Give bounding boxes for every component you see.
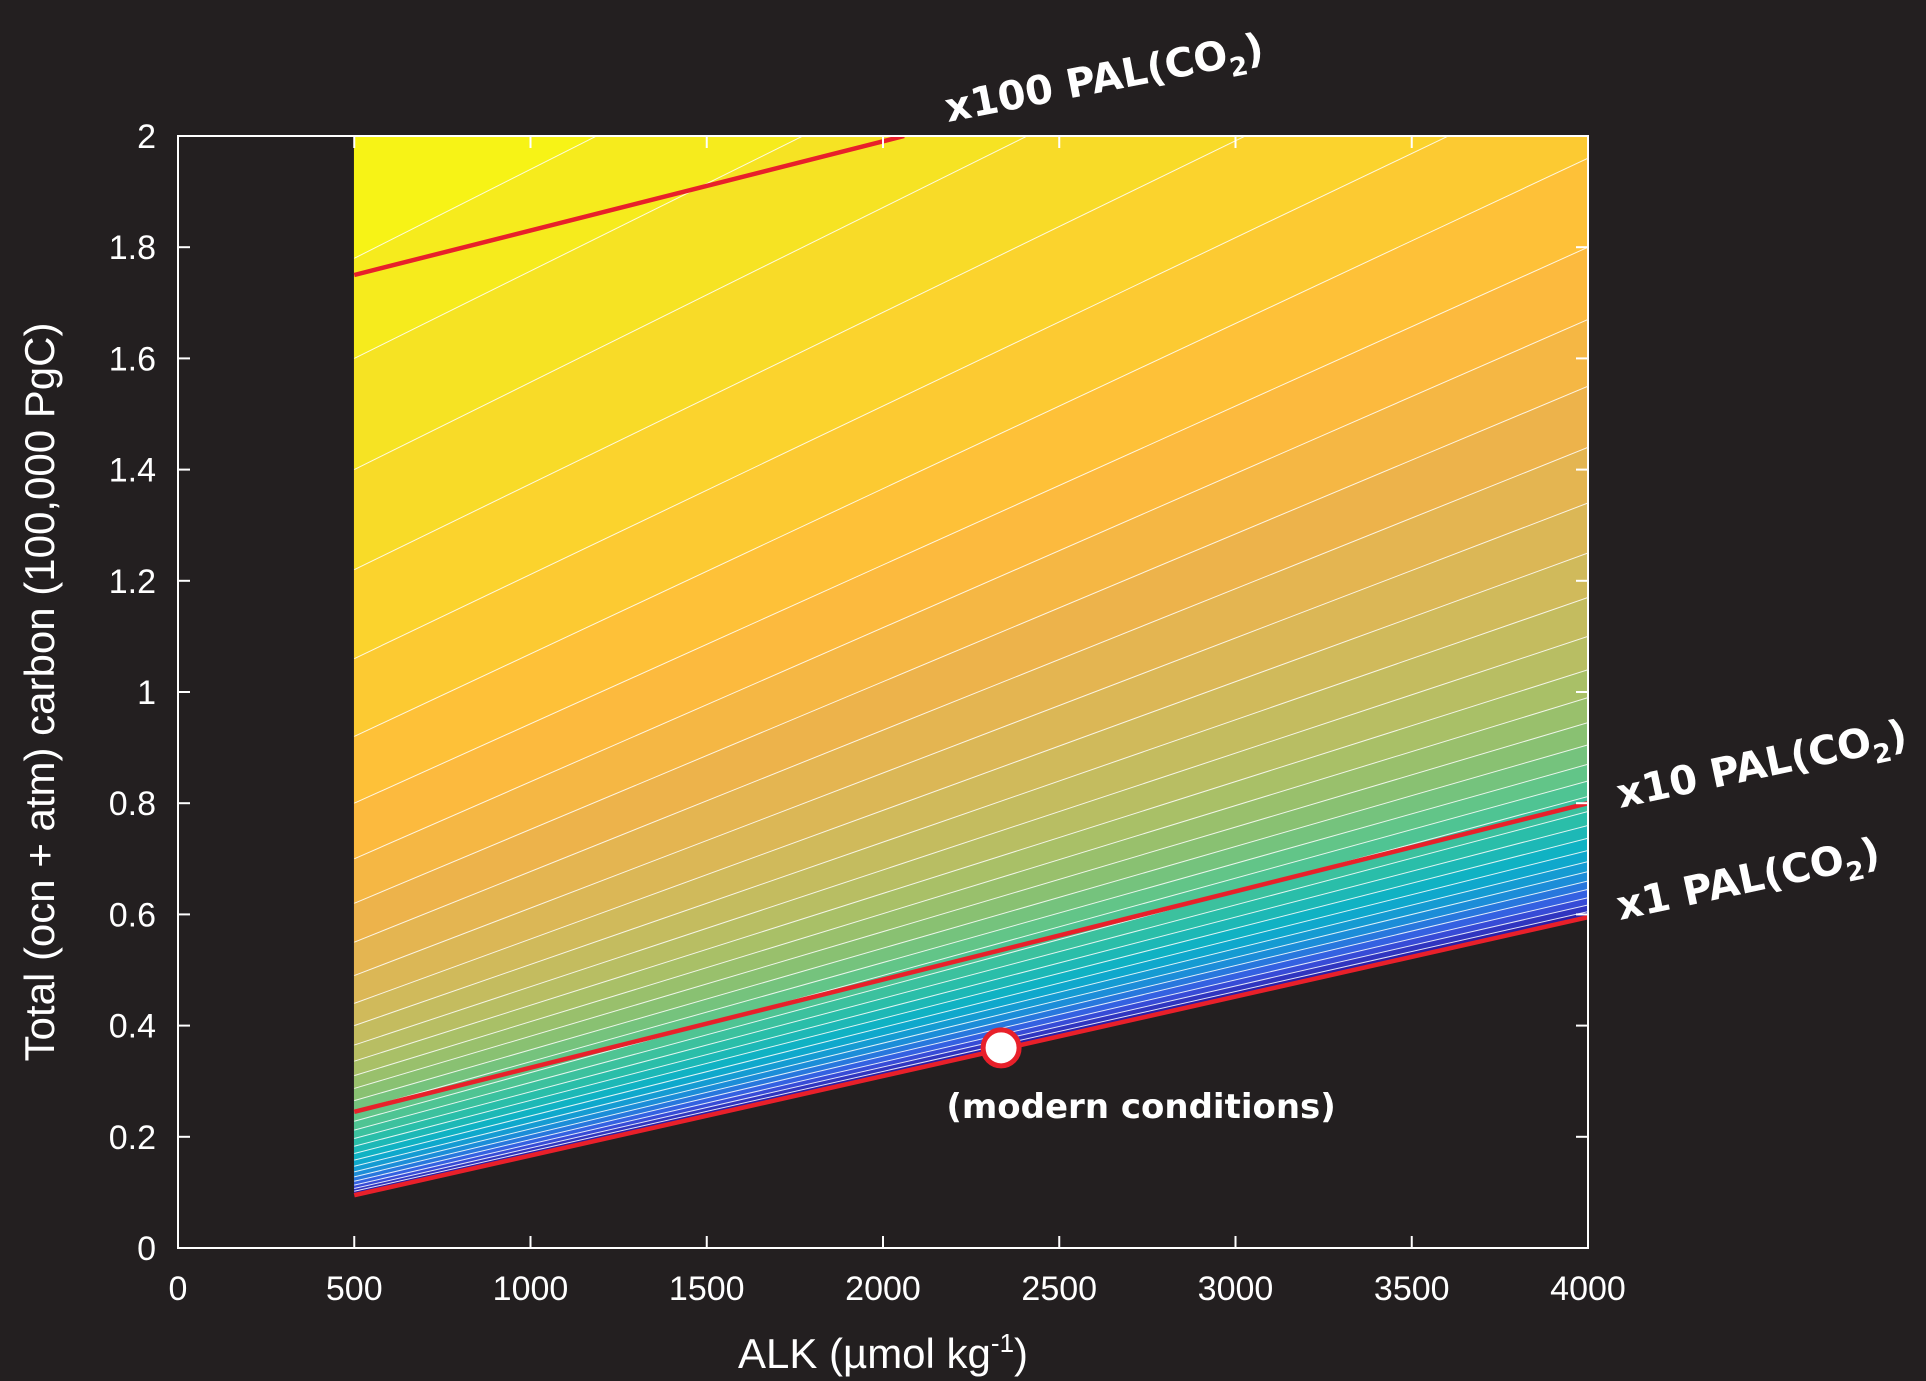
contour-line bbox=[354, 697, 1588, 1077]
y-tick-label: 1.4 bbox=[109, 452, 156, 490]
y-tick-label: 0.8 bbox=[109, 785, 156, 823]
y-tick-label: 2 bbox=[137, 118, 156, 156]
pal-lines bbox=[353, 136, 1588, 1198]
contour-line bbox=[354, 744, 1588, 1102]
contour-line bbox=[354, 552, 1588, 1004]
y-axis-title: Total (ocn + atm) carbon (100,000 PgC) bbox=[16, 323, 63, 1062]
contour-line bbox=[354, 157, 1588, 737]
contour-fill bbox=[353, 0, 1588, 1194]
contour-line bbox=[354, 0, 1588, 80]
contour-line bbox=[354, 136, 1247, 571]
contour-line bbox=[354, 849, 1588, 1161]
contour-line bbox=[354, 888, 1588, 1182]
contour-lines bbox=[354, 0, 1588, 1192]
modern-conditions-marker bbox=[980, 1027, 1022, 1069]
contour-line bbox=[354, 911, 1588, 1192]
contour-line bbox=[354, 763, 1588, 1112]
contour-line bbox=[354, 780, 1588, 1122]
y-tick-label: 1.2 bbox=[109, 563, 156, 601]
contour-line bbox=[354, 136, 1029, 471]
contour-line bbox=[354, 597, 1588, 1027]
series-label-1: x10 PAL(CO2) bbox=[1613, 711, 1913, 824]
contour-line bbox=[354, 861, 1588, 1167]
contour-line bbox=[354, 837, 1588, 1154]
contour-line bbox=[354, 811, 1588, 1139]
markers bbox=[980, 1027, 1022, 1069]
pal-line-2 bbox=[353, 914, 1588, 1198]
y-tick-label: 0 bbox=[137, 1230, 156, 1268]
contour-line bbox=[354, 635, 1588, 1046]
pal-line-1 bbox=[353, 801, 1588, 1114]
series-label-2: x1 PAL(CO2) bbox=[1613, 829, 1886, 936]
contour-line bbox=[354, 904, 1588, 1189]
x-tick-label: 500 bbox=[326, 1270, 383, 1308]
contour-line bbox=[354, 796, 1588, 1131]
x-tick-label: 0 bbox=[169, 1270, 188, 1308]
y-tick-label: 1.8 bbox=[109, 229, 156, 267]
contour-line bbox=[354, 722, 1588, 1089]
contour-line bbox=[354, 669, 1588, 1062]
x-tick-label: 3500 bbox=[1374, 1270, 1450, 1308]
contour-band bbox=[354, 0, 1588, 80]
contour-line bbox=[354, 136, 598, 259]
series-label-0: x100 PAL(CO2) bbox=[941, 25, 1269, 139]
x-tick-label: 1000 bbox=[493, 1270, 569, 1308]
y-tick-label: 0.2 bbox=[109, 1119, 156, 1157]
x-tick-label: 2500 bbox=[1021, 1270, 1097, 1308]
contour-line bbox=[354, 136, 1450, 660]
contour-line bbox=[354, 319, 1588, 860]
contour-line bbox=[354, 880, 1588, 1178]
x-tick-label: 3000 bbox=[1198, 1270, 1274, 1308]
contour-line bbox=[354, 824, 1588, 1147]
y-tick-label: 1 bbox=[137, 674, 156, 712]
contour-line bbox=[354, 385, 1588, 904]
contour-line bbox=[354, 502, 1588, 977]
contour-line bbox=[354, 446, 1588, 943]
y-tick-label: 0.4 bbox=[109, 1008, 156, 1046]
y-tick-label: 0.6 bbox=[109, 896, 156, 934]
modern-conditions-label: (modern conditions) bbox=[946, 1087, 1336, 1127]
contour-line bbox=[354, 871, 1588, 1173]
pal-line-0 bbox=[353, 136, 905, 278]
ticks bbox=[177, 135, 1589, 1249]
x-tick-label: 4000 bbox=[1550, 1270, 1626, 1308]
y-tick-label: 1.6 bbox=[109, 340, 156, 378]
contour-line bbox=[354, 897, 1588, 1186]
contour-line bbox=[354, 246, 1588, 804]
x-axis-title: ALK (µmol kg-1) bbox=[738, 1328, 1028, 1377]
x-tick-label: 1500 bbox=[669, 1270, 745, 1308]
contour-line bbox=[354, 136, 805, 359]
x-tick-label: 2000 bbox=[845, 1270, 921, 1308]
